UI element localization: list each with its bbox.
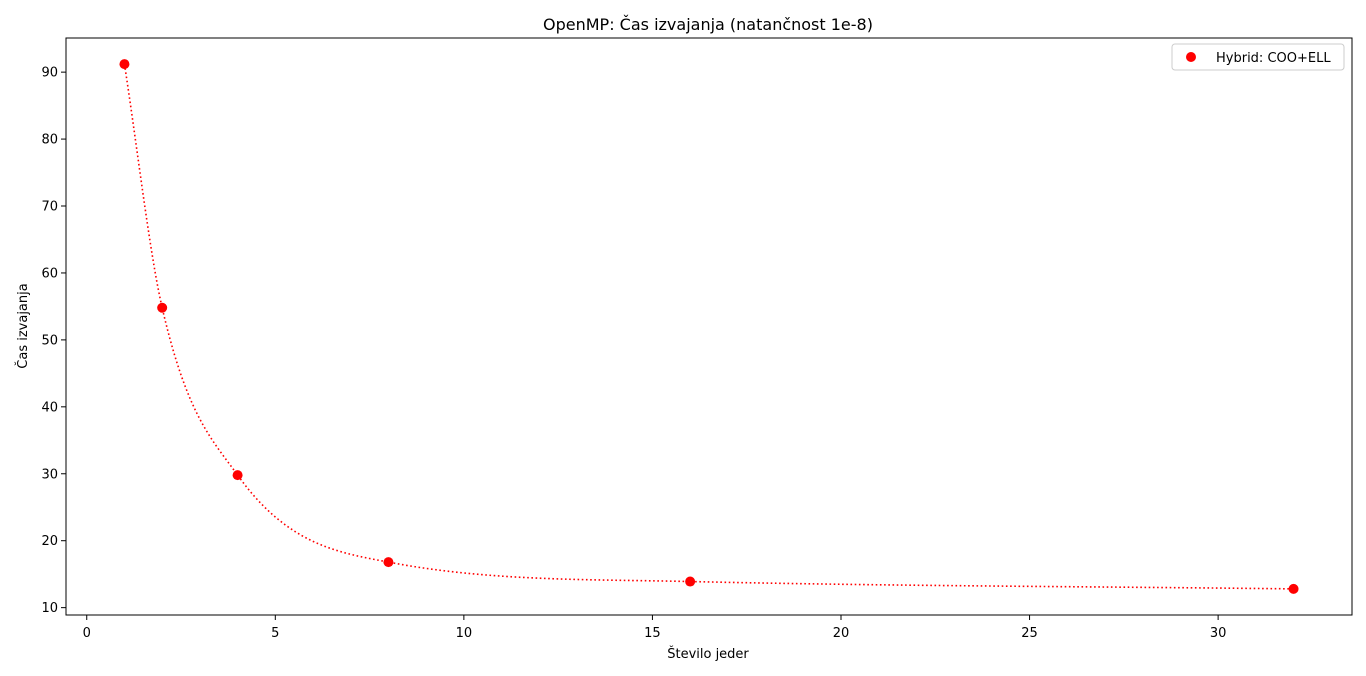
y-tick-label: 60 (41, 266, 58, 281)
x-axis-label: Število jeder (667, 646, 749, 662)
data-point (685, 576, 696, 587)
data-points (119, 59, 1299, 594)
legend-label: Hybrid: COO+ELL (1216, 51, 1331, 66)
y-tick-label: 10 (41, 601, 58, 616)
y-tick-label: 20 (41, 534, 58, 549)
y-tick-label: 70 (41, 200, 58, 215)
y-tick-label: 50 (41, 333, 58, 348)
plot-area (66, 38, 1352, 615)
x-tick-label: 20 (833, 626, 850, 641)
x-tick-label: 0 (83, 626, 91, 641)
legend-marker (1186, 52, 1196, 62)
series-line (123, 63, 1294, 590)
data-point (119, 59, 130, 70)
chart-title: OpenMP: Čas izvajanja (natančnost 1e-8) (543, 15, 873, 34)
data-point (232, 470, 243, 481)
legend: Hybrid: COO+ELL (1171, 43, 1345, 71)
data-point (157, 302, 168, 313)
x-axis-ticks: 0 5 10 15 20 25 30 (83, 615, 1227, 641)
y-axis-ticks: 10 20 30 40 50 60 70 80 90 (41, 66, 66, 616)
data-point (1288, 583, 1299, 594)
x-tick-label: 25 (1021, 626, 1038, 641)
legend-box (1171, 43, 1345, 71)
y-axis-label: Čas izvajanja (15, 283, 31, 368)
x-tick-label: 15 (644, 626, 661, 641)
y-tick-label: 90 (41, 66, 58, 81)
y-tick-label: 80 (41, 133, 58, 148)
x-tick-label: 5 (271, 626, 279, 641)
x-tick-label: 30 (1210, 626, 1227, 641)
y-tick-label: 40 (41, 400, 58, 415)
plot-frame (65, 37, 1353, 616)
x-tick-label: 10 (456, 626, 473, 641)
y-tick-label: 30 (41, 467, 58, 482)
data-point (383, 557, 394, 568)
